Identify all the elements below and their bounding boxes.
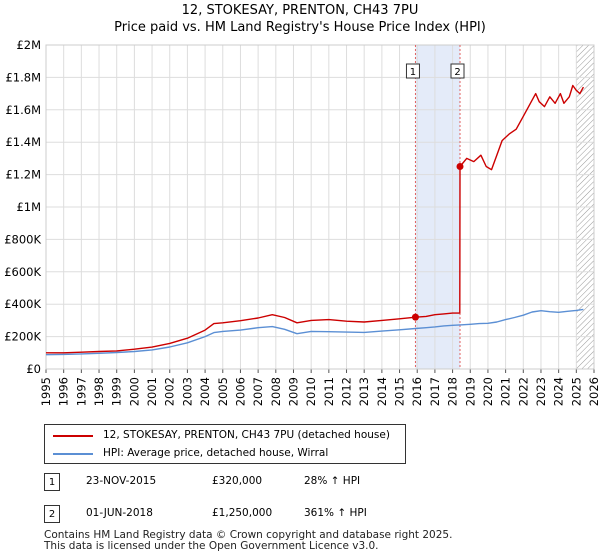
x-tick-label: 1996 (57, 377, 71, 406)
y-tick-label: £600K (4, 265, 41, 279)
y-tick-label: £2M (16, 38, 41, 52)
legend-item-property: 12, STOKESAY, PRENTON, CH43 7PU (detache… (45, 427, 405, 445)
x-tick-label: 2015 (393, 377, 407, 406)
x-tick-label: 2011 (322, 377, 336, 406)
legend-label-property: 12, STOKESAY, PRENTON, CH43 7PU (detache… (103, 429, 390, 441)
sale-date-1: 23-NOV-2015 (86, 475, 157, 487)
x-tick-label: 2023 (534, 377, 548, 406)
footer-line-2: This data is licensed under the Open Gov… (44, 540, 379, 552)
x-tick-label: 2017 (428, 377, 442, 406)
y-tick-label: £1M (16, 200, 41, 214)
plot-frame (45, 44, 595, 370)
footer: Contains HM Land Registry data © Crown c… (44, 530, 584, 552)
chart-subtitle: Price paid vs. HM Land Registry's House … (114, 20, 486, 35)
x-tick-label: 2002 (163, 377, 177, 406)
sale-row-2: 2 01-JUN-2018 £1,250,000 361% ↑ HPI (44, 505, 444, 525)
x-tick-label: 2018 (446, 377, 460, 406)
x-tick-label: 2025 (569, 377, 583, 406)
chart-title-text: 12, STOKESAY, PRENTON, CH43 7PU (181, 3, 419, 18)
y-tick-label: £400K (4, 297, 41, 311)
x-tick-label: 2021 (499, 377, 513, 406)
y-tick-label: £1.4M (5, 135, 41, 149)
x-tick-label: 2007 (251, 377, 265, 406)
x-tick-label: 1999 (110, 377, 124, 406)
x-tick-label: 2006 (233, 377, 247, 406)
x-tick-label: 1995 (39, 377, 53, 406)
sale-marker-1: 1 (44, 473, 60, 491)
sale-2-label-box (450, 63, 465, 79)
x-tick-label: 2019 (463, 377, 477, 406)
series-line-hpi (45, 308, 584, 356)
series-line-property (46, 84, 585, 354)
x-tick-label: 2022 (516, 377, 530, 406)
sale-marker-2: 2 (44, 505, 60, 523)
legend-swatch-property (53, 435, 93, 437)
sale-1-label: 1 (410, 67, 416, 78)
x-tick-label: 2014 (375, 377, 389, 406)
legend-swatch-hpi (53, 453, 93, 455)
x-tick-label: 2026 (587, 377, 600, 406)
legend: 12, STOKESAY, PRENTON, CH43 7PU (detache… (44, 424, 406, 464)
sale-hpi-2: 361% ↑ HPI (304, 507, 367, 519)
sale-hpi-1: 28% ↑ HPI (304, 475, 361, 487)
sale-2-point (456, 163, 464, 170)
x-tick-label: 2020 (481, 377, 495, 406)
x-tick-label: 2012 (340, 377, 354, 406)
x-tick-label: 2003 (180, 377, 194, 406)
x-tick-label: 2000 (127, 377, 141, 406)
x-tick-label: 2001 (145, 377, 159, 406)
sale-1-point (411, 313, 419, 321)
legend-item-hpi: HPI: Average price, detached house, Wirr… (45, 445, 405, 463)
y-tick-label: £0 (26, 362, 41, 376)
y-tick-label: £1.6M (5, 103, 41, 117)
sale-2-label: 2 (454, 67, 460, 78)
sale-price-1: £320,000 (212, 475, 263, 487)
x-tick-label: 2008 (269, 377, 283, 406)
y-tick-label: £800K (4, 232, 41, 246)
legend-label-hpi: HPI: Average price, detached house, Wirr… (103, 447, 329, 459)
x-tick-label: 1998 (92, 377, 106, 406)
y-tick-label: £1.2M (5, 168, 41, 182)
x-tick-label: 2024 (552, 377, 566, 406)
price-chart: £0 £200K £400K £600K £800K £1M £1.2M £1.4M £1.6M… (4, 38, 600, 406)
sale-row-1: 1 23-NOV-2015 £320,000 28% ↑ HPI (44, 473, 444, 493)
x-tick-label: 2009 (286, 377, 300, 406)
sale-price-2: £1,250,000 (212, 507, 273, 519)
x-tick-label: 2016 (410, 377, 424, 406)
y-tick-label: £1.8M (5, 70, 41, 84)
x-tick-label: 2005 (216, 377, 230, 406)
y-tick-label: £200K (4, 330, 41, 344)
footer-line-1: Contains HM Land Registry data © Crown c… (44, 529, 453, 541)
x-tick-label: 1997 (74, 377, 88, 406)
sale-date-2: 01-JUN-2018 (86, 507, 153, 519)
chart-title: 12, STOKESAY, PRENTON, CH43 7PU Price pa… (0, 2, 600, 36)
x-tick-label: 2004 (198, 377, 212, 406)
x-tick-label: 2013 (357, 377, 371, 406)
sale-1-label-box (405, 63, 420, 79)
x-tick-label: 2010 (304, 377, 318, 406)
